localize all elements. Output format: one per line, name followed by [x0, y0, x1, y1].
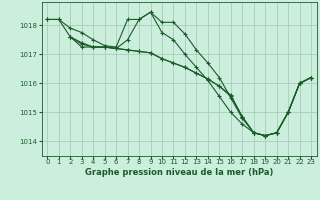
X-axis label: Graphe pression niveau de la mer (hPa): Graphe pression niveau de la mer (hPa): [85, 168, 273, 177]
